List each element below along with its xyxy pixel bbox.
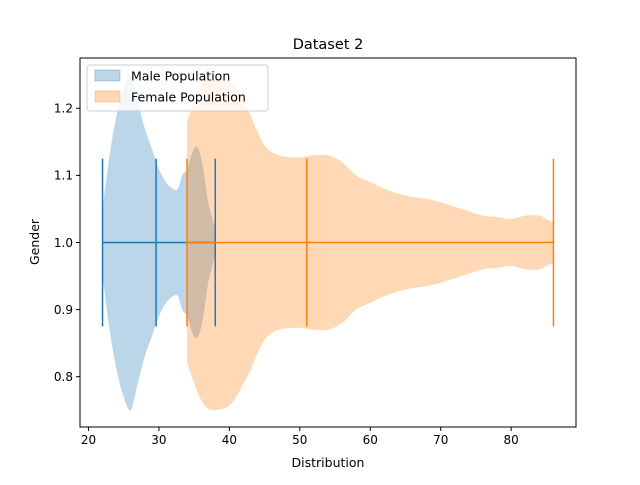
x-axis: 20 30 40 50 60 70 80 bbox=[81, 427, 519, 447]
y-tick-label: 1.2 bbox=[54, 102, 73, 116]
violin-lines bbox=[101, 158, 555, 327]
x-axis-label: Distribution bbox=[292, 455, 365, 470]
x-tick-label: 80 bbox=[504, 433, 519, 447]
y-tick-label: 0.9 bbox=[54, 303, 73, 317]
x-tick-label: 30 bbox=[151, 433, 166, 447]
legend-swatch-female bbox=[94, 90, 121, 103]
chart-title: Dataset 2 bbox=[293, 37, 364, 53]
x-tick-label: 60 bbox=[363, 433, 378, 447]
y-axis-label: Gender bbox=[27, 218, 42, 265]
y-tick-label: 1.1 bbox=[54, 169, 73, 183]
y-axis: 0.8 0.9 1.0 1.1 1.2 bbox=[54, 102, 80, 384]
x-tick-label: 70 bbox=[433, 433, 448, 447]
y-tick-label: 1.0 bbox=[54, 236, 73, 250]
x-tick-label: 20 bbox=[81, 433, 96, 447]
x-tick-label: 40 bbox=[222, 433, 237, 447]
legend-label-male: Male Population bbox=[131, 69, 230, 84]
legend-box bbox=[86, 64, 269, 112]
x-tick-label: 50 bbox=[292, 433, 307, 447]
y-tick-label: 0.8 bbox=[54, 370, 73, 384]
legend-swatch-male bbox=[94, 69, 121, 82]
legend-label-female: Female Population bbox=[131, 90, 246, 105]
legend: Male Population Female Population bbox=[86, 64, 269, 112]
